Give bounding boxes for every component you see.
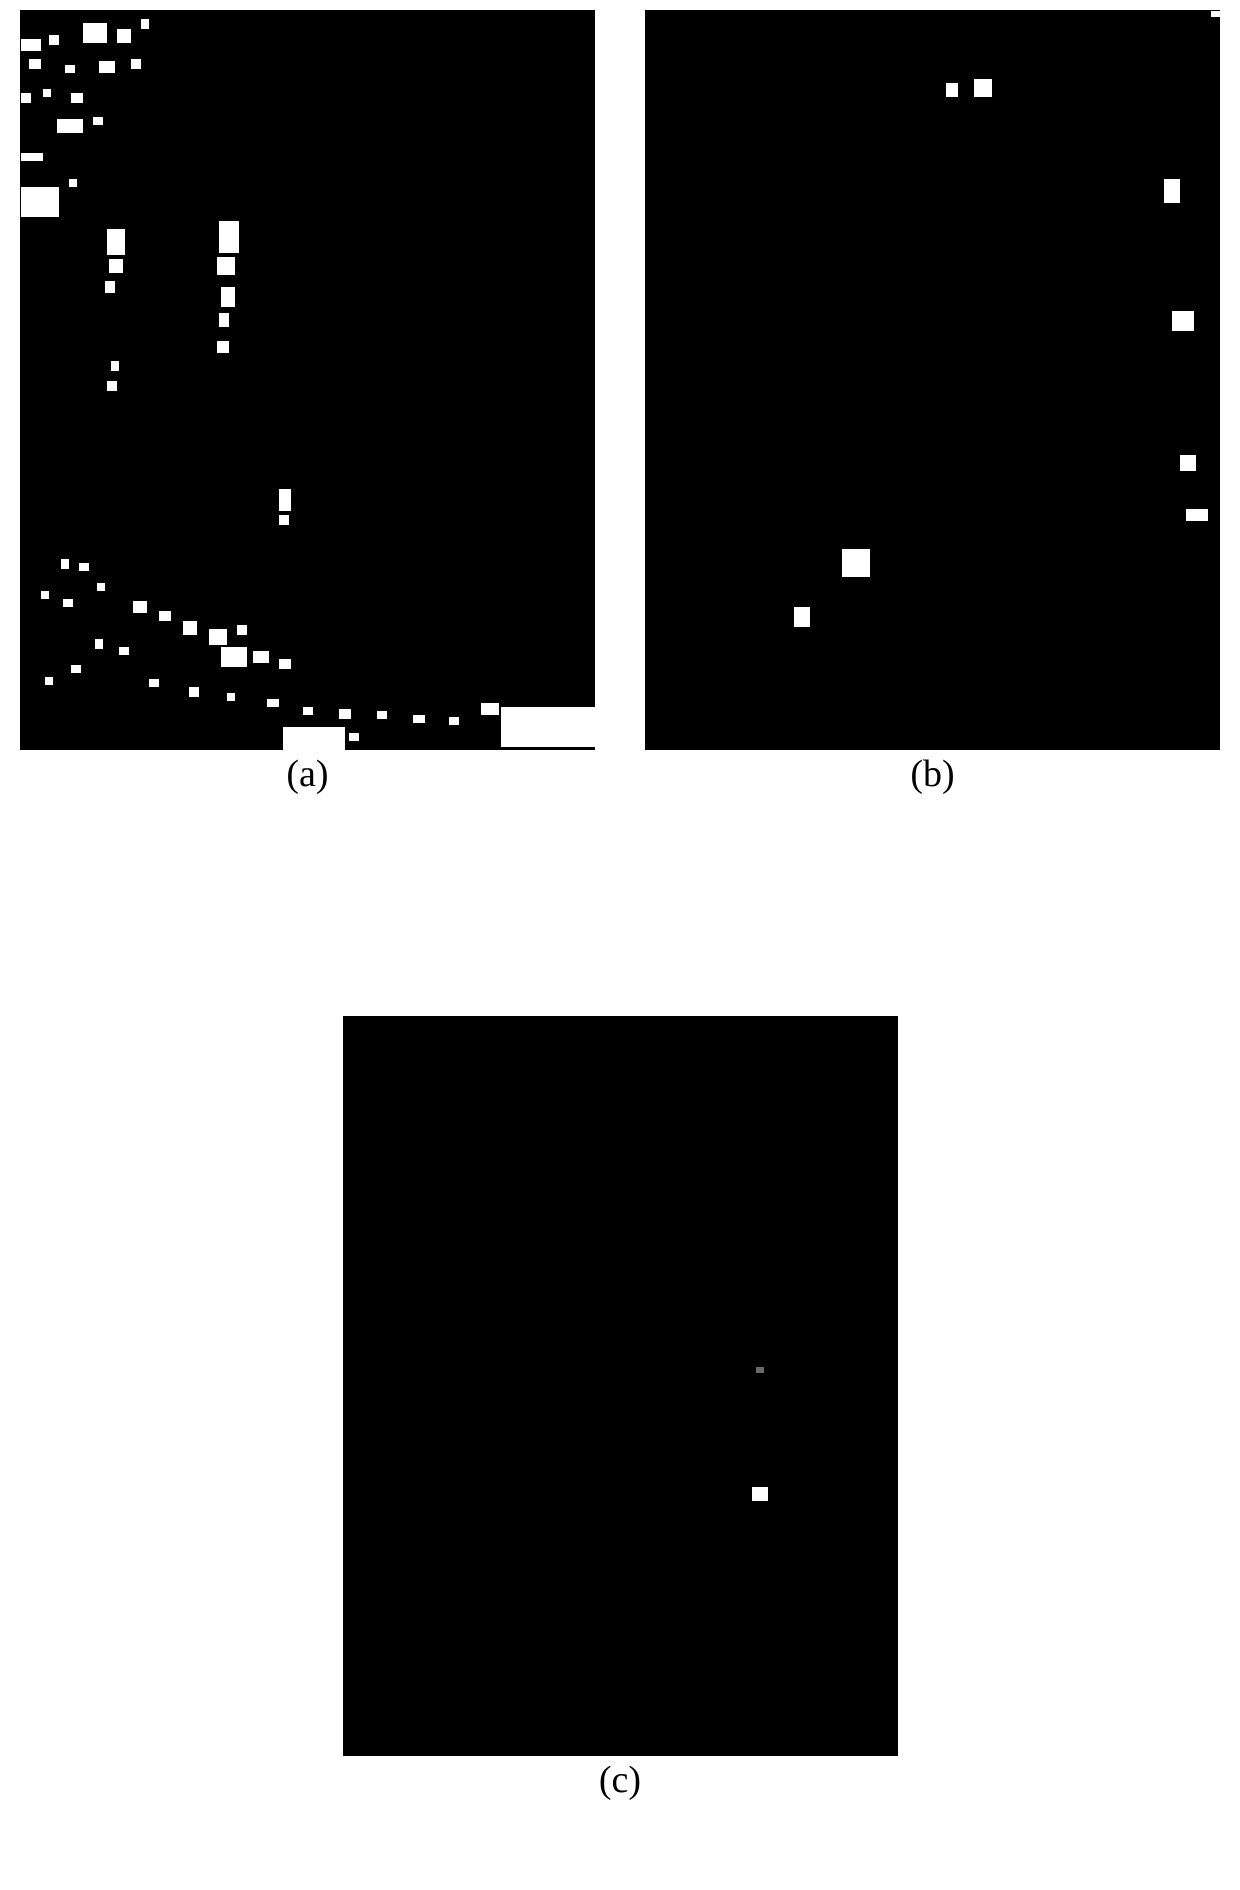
spot — [1186, 509, 1208, 521]
spot — [974, 79, 992, 97]
spot — [752, 1487, 768, 1501]
spot — [842, 549, 870, 577]
spot — [71, 93, 83, 103]
panel-b — [645, 10, 1220, 750]
spot — [303, 707, 313, 715]
spot — [93, 117, 103, 125]
spot — [149, 679, 159, 687]
panel-c-wrap: (c) — [343, 1016, 898, 1802]
spot — [57, 119, 83, 133]
spot — [49, 35, 59, 45]
spot — [107, 229, 125, 255]
spot — [45, 677, 53, 685]
spot — [217, 257, 235, 275]
spot — [349, 733, 359, 741]
spot — [279, 515, 289, 525]
spot — [1172, 311, 1194, 331]
spot — [43, 89, 51, 97]
panel-a — [20, 10, 595, 750]
spot — [99, 61, 115, 73]
spot — [69, 179, 77, 187]
spot — [133, 601, 147, 613]
spot — [221, 287, 235, 307]
spot — [217, 341, 229, 353]
spot — [237, 625, 247, 635]
spot — [481, 703, 499, 715]
spot — [131, 59, 141, 69]
spot — [794, 607, 810, 627]
panel-b-wrap: (b) — [645, 10, 1220, 796]
spot — [501, 707, 596, 747]
spot — [219, 313, 229, 327]
spot — [95, 639, 103, 649]
spot — [377, 711, 387, 719]
spot — [1180, 455, 1196, 471]
spot — [227, 693, 235, 701]
spot — [111, 361, 119, 371]
panel-c-caption: (c) — [599, 1760, 641, 1802]
spot — [21, 153, 43, 161]
spot — [449, 717, 459, 725]
spot — [946, 83, 958, 97]
spot — [339, 709, 351, 719]
spot — [183, 621, 197, 635]
spot — [21, 93, 31, 103]
spot — [79, 563, 89, 571]
spot — [21, 39, 41, 51]
spot — [117, 29, 131, 43]
figure-container: (a) (b) (c) — [0, 0, 1240, 1890]
spot — [221, 647, 247, 667]
spot — [97, 583, 105, 591]
spot — [1211, 11, 1221, 17]
spot — [41, 591, 49, 599]
spot — [109, 259, 123, 273]
spot — [189, 687, 199, 697]
spot — [279, 659, 291, 669]
spot — [71, 665, 81, 673]
spot — [29, 59, 41, 69]
panel-b-caption: (b) — [910, 754, 954, 796]
bottom-row: (c) — [20, 1016, 1220, 1802]
top-row: (a) (b) — [20, 10, 1220, 796]
panel-a-caption: (a) — [286, 754, 328, 796]
spot — [65, 65, 75, 73]
spot — [283, 727, 345, 751]
spot — [63, 599, 73, 607]
spot — [253, 651, 269, 663]
spot — [119, 647, 129, 655]
spot — [107, 381, 117, 391]
spot — [141, 19, 149, 29]
spot — [209, 629, 227, 645]
panel-c — [343, 1016, 898, 1756]
spot — [61, 559, 69, 569]
spot — [1164, 179, 1180, 203]
spot — [413, 715, 425, 723]
spot — [83, 23, 107, 43]
spot — [267, 699, 279, 707]
spot — [756, 1367, 764, 1373]
spot — [279, 489, 291, 511]
spot — [159, 611, 171, 621]
spot — [219, 221, 239, 253]
panel-a-wrap: (a) — [20, 10, 595, 796]
spot — [105, 281, 115, 293]
spot — [21, 187, 59, 217]
